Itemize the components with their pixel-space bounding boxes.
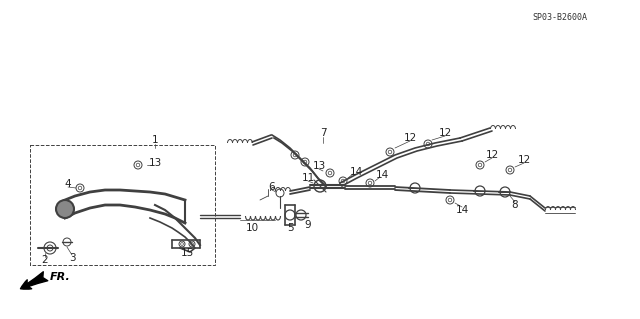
Text: 11: 11 <box>301 173 315 183</box>
Text: 14: 14 <box>456 205 468 215</box>
Text: 1: 1 <box>152 135 158 145</box>
Circle shape <box>56 200 74 218</box>
Text: 15: 15 <box>180 248 194 258</box>
Text: 12: 12 <box>438 128 452 138</box>
Text: 7: 7 <box>320 128 326 138</box>
Text: 8: 8 <box>512 200 518 210</box>
Text: 14: 14 <box>376 170 388 180</box>
Text: 12: 12 <box>485 150 499 160</box>
Text: 12: 12 <box>517 155 531 165</box>
Text: 14: 14 <box>349 167 363 177</box>
Text: FR.: FR. <box>50 272 71 282</box>
Text: 12: 12 <box>403 133 417 143</box>
Text: 4: 4 <box>65 179 71 189</box>
Text: 13: 13 <box>148 158 162 168</box>
Text: 10: 10 <box>245 223 259 233</box>
Text: 2: 2 <box>42 255 48 265</box>
Text: 13: 13 <box>312 161 326 171</box>
Text: 3: 3 <box>68 253 76 263</box>
Text: 9: 9 <box>305 220 311 230</box>
Text: 6: 6 <box>269 182 275 192</box>
Text: 5: 5 <box>288 223 294 233</box>
Text: SP03-B2600A: SP03-B2600A <box>532 13 588 23</box>
